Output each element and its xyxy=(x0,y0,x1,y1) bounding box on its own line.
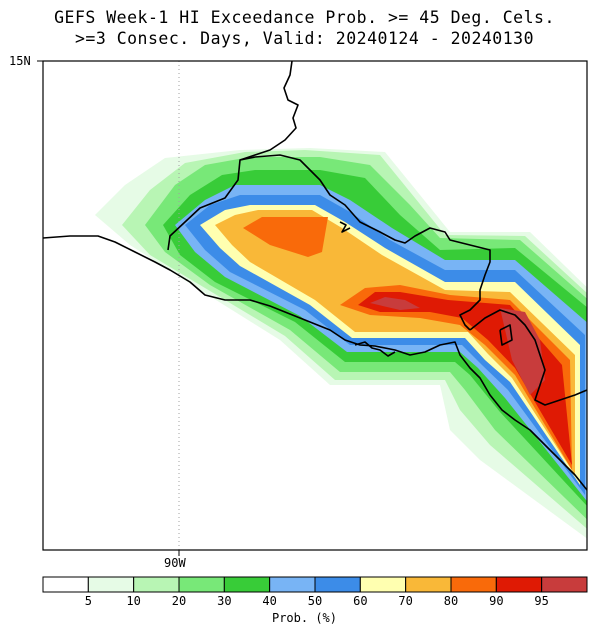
map-title-line2: >=3 Consec. Days, Valid: 20240124 - 2024… xyxy=(74,29,535,48)
colorbar-box xyxy=(178,576,225,593)
lon-label-90w: 90W xyxy=(164,556,186,570)
mexico-guatemala-border xyxy=(167,61,299,251)
map-frame xyxy=(42,60,588,551)
colorbar-box xyxy=(541,576,588,593)
map-title-line1: GEFS Week-1 HI Exceedance Prob. >= 45 De… xyxy=(54,8,555,27)
colorbar-tick-label: 40 xyxy=(262,594,277,608)
contour-95 xyxy=(370,297,420,310)
colorbar-box xyxy=(133,576,180,593)
lat-label-15n: 15N xyxy=(9,54,31,68)
central-america-border xyxy=(239,154,491,331)
colorbar-tick-label: 60 xyxy=(353,594,368,608)
lake-nicaragua xyxy=(499,324,513,346)
colorbar-box xyxy=(223,576,271,593)
coastlines xyxy=(43,61,587,491)
colorbar-box xyxy=(314,576,361,593)
small-inlet xyxy=(339,221,351,233)
colorbar-tick-label: 70 xyxy=(398,594,413,608)
contour-70 xyxy=(215,210,575,475)
colorbar-tick-label: 5 xyxy=(84,594,92,608)
colorbar-boxes xyxy=(42,576,588,593)
colorbar-tick-label: 20 xyxy=(171,594,187,608)
colorbar-tick-label: 10 xyxy=(126,594,141,608)
contour-80 xyxy=(243,217,328,257)
colorbar-tick-label: 90 xyxy=(489,594,504,608)
colorbar-tick-label: 30 xyxy=(217,594,232,608)
gulf-fonseca xyxy=(354,341,396,357)
colorbar-box xyxy=(269,576,316,593)
colorbar-box xyxy=(405,576,452,593)
colorbar-tick-label: 95 xyxy=(534,594,549,608)
colorbar-box xyxy=(42,576,89,593)
colorbar-tick-label: 80 xyxy=(443,594,459,608)
colorbar-tick-label: 50 xyxy=(307,594,323,608)
colorbar-box xyxy=(450,576,497,593)
colorbar-box xyxy=(87,576,135,593)
colorbar-box xyxy=(495,576,543,593)
colorbar-title: Prob. (%) xyxy=(271,611,338,625)
honduras-border xyxy=(469,309,587,406)
pacific-coastline-mexico xyxy=(43,235,587,491)
colorbar-box xyxy=(359,576,407,593)
